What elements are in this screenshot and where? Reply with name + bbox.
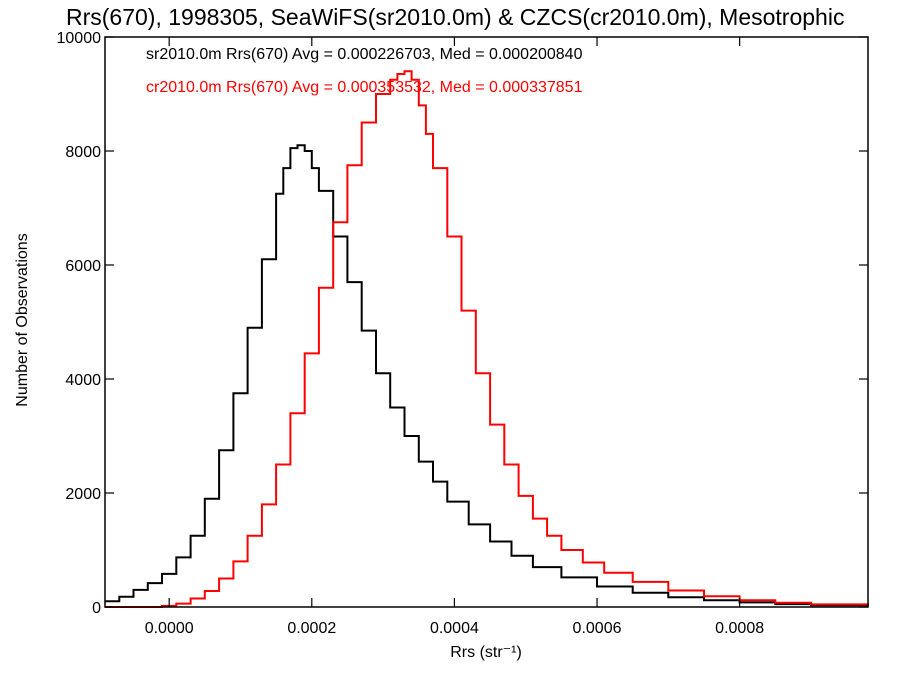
y-tick-label: 6000 [65, 258, 101, 275]
axis-ticks [105, 36, 868, 608]
histogram-curves [105, 70, 869, 608]
y-tick-label: 10000 [57, 30, 102, 47]
plot-frame [104, 36, 869, 608]
x-tick-label: 0.0000 [145, 620, 194, 637]
y-axis-label: Number of Observations [14, 233, 31, 406]
y-tick-label: 8000 [65, 144, 101, 161]
series-1-curve [105, 144, 869, 607]
series-2-annotation: cr2010.0m Rrs(670) Avg = 0.000353532, Me… [146, 79, 583, 96]
series-1-annotation: sr2010.0m Rrs(670) Avg = 0.000226703, Me… [146, 46, 583, 63]
x-axis-label: Rrs (str⁻¹) [450, 644, 522, 661]
series-2-curve [105, 70, 869, 608]
y-tick-label: 2000 [65, 486, 101, 503]
chart-title: Rrs(670), 1998305, SeaWiFS(sr2010.0m) & … [66, 4, 844, 30]
x-tick-label: 0.0002 [287, 620, 336, 637]
x-tick-label: 0.0008 [715, 620, 764, 637]
x-tick-label: 0.0004 [430, 620, 479, 637]
x-tick-label: 0.0006 [573, 620, 622, 637]
axis-tick-labels: 0.0000 0.0002 0.0004 0.0006 0.0008 0 2000 4000 6… [57, 30, 765, 637]
y-tick-label: 0 [92, 600, 101, 617]
y-tick-label: 4000 [65, 372, 101, 389]
